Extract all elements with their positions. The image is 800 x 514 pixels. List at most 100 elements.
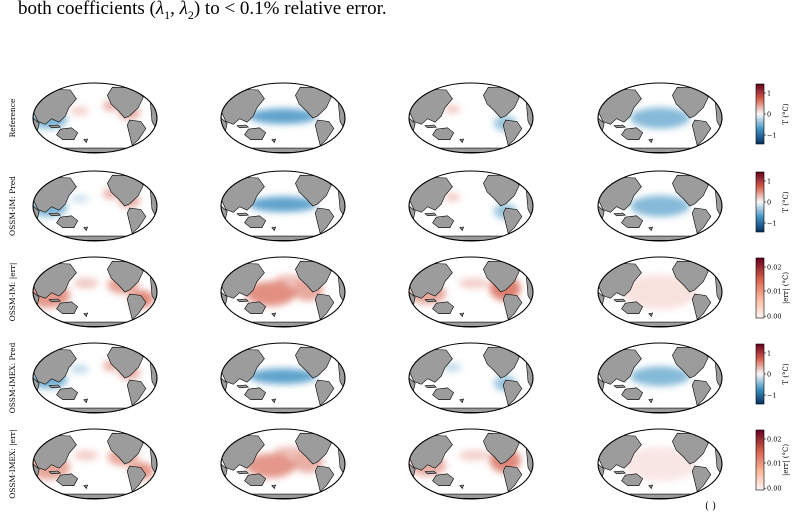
map-border xyxy=(32,428,158,500)
land-shape xyxy=(49,385,60,388)
colorbar-tick-label: 0.01 xyxy=(767,460,781,468)
field-blob xyxy=(70,106,89,116)
caption-lambda1: λ xyxy=(155,0,165,19)
caption-suffix: relative error. xyxy=(279,0,387,19)
land-shape xyxy=(272,313,276,317)
land-shape xyxy=(607,322,714,326)
caption-lambda2: λ xyxy=(179,0,188,19)
land-shape xyxy=(49,213,60,216)
land-shape xyxy=(425,471,436,474)
land-shape xyxy=(418,148,525,152)
land-shape xyxy=(127,466,146,491)
field-blob xyxy=(458,278,490,289)
land-shape xyxy=(127,380,146,405)
field-overlay xyxy=(622,446,698,482)
land-shape xyxy=(237,213,248,216)
field-blob xyxy=(622,274,698,310)
land-shape xyxy=(460,485,464,489)
land-shape xyxy=(692,120,711,145)
caption-sub2: 2 xyxy=(187,7,194,22)
map-border xyxy=(32,170,158,242)
land-shape xyxy=(418,322,525,326)
colorbar-label: T (°C) xyxy=(782,191,790,212)
colorbar-label: |err| (°C) xyxy=(782,272,790,304)
land-shape xyxy=(237,471,248,474)
map-border xyxy=(597,256,723,328)
land-shape xyxy=(315,120,334,145)
land-shape xyxy=(692,466,711,491)
land-shape xyxy=(49,125,60,128)
land-shape xyxy=(237,299,248,302)
field-blob xyxy=(73,450,99,461)
map-border xyxy=(220,256,346,328)
land-shape xyxy=(84,227,88,231)
colorbar-label: |err| (°C) xyxy=(782,444,790,476)
map-border xyxy=(220,82,346,154)
field-overlay xyxy=(622,274,698,310)
map-panel xyxy=(221,257,345,327)
caption-comma: , xyxy=(170,0,180,19)
colorbar-tick-label: 1 xyxy=(767,90,771,98)
field-blob xyxy=(70,365,89,374)
land-shape xyxy=(622,302,643,314)
field-blob xyxy=(248,196,318,212)
land-shape xyxy=(692,208,711,233)
field-overlay xyxy=(630,366,690,387)
field-blob xyxy=(70,194,89,204)
land-shape xyxy=(649,227,653,231)
land-shape xyxy=(42,236,149,240)
footer-fragment: ( ) xyxy=(705,501,716,512)
field-blob xyxy=(245,453,296,478)
land-shape xyxy=(418,494,525,498)
map-border xyxy=(408,342,534,414)
land-shape xyxy=(57,388,78,400)
land-shape xyxy=(460,227,464,231)
land-shape xyxy=(315,294,334,319)
row-label: OSSM-IM: |err| xyxy=(8,263,17,322)
caption-lt: < 0.1% xyxy=(224,0,280,19)
land-shape xyxy=(84,313,88,317)
land-shape xyxy=(503,120,522,145)
land-shape xyxy=(649,313,653,317)
field-blob xyxy=(444,105,460,114)
land-masses xyxy=(409,433,533,498)
map-border xyxy=(408,428,534,500)
land-shape xyxy=(460,313,464,317)
land-shape xyxy=(433,474,454,486)
land-shape xyxy=(607,494,714,498)
land-shape xyxy=(622,474,643,486)
row-label: OSSM-IMEX: Pred xyxy=(8,342,17,413)
map-panel xyxy=(33,343,157,413)
land-shape xyxy=(230,408,337,412)
colorbar-tick-label: 1 xyxy=(767,178,771,186)
land-shape xyxy=(42,408,149,412)
land-shape xyxy=(460,139,464,143)
colorbar-tick-label: 1 xyxy=(767,350,771,358)
land-shape xyxy=(614,299,625,302)
land-shape xyxy=(57,302,78,314)
land-shape xyxy=(607,408,714,412)
field-blob xyxy=(443,363,462,372)
field-overlay xyxy=(630,195,690,217)
map-border xyxy=(597,82,723,154)
land-shape xyxy=(433,128,454,140)
caption-mid: ) to xyxy=(193,0,225,19)
land-shape xyxy=(614,385,625,388)
map-border xyxy=(597,170,723,242)
land-shape xyxy=(503,294,522,319)
colorbar xyxy=(755,83,765,145)
land-shape xyxy=(230,148,337,152)
field-blob xyxy=(630,366,690,387)
colorbar-tick-label: 0.00 xyxy=(767,485,781,493)
land-shape xyxy=(433,388,454,400)
map-border xyxy=(408,82,534,154)
field-blob xyxy=(245,281,296,306)
map-panel xyxy=(33,83,157,153)
land-shape xyxy=(614,125,625,128)
land-shape xyxy=(622,128,643,140)
field-blob xyxy=(73,278,99,289)
field-blob xyxy=(630,107,690,129)
land-shape xyxy=(245,302,266,314)
colorbar-label: T (°C) xyxy=(782,103,790,124)
land-shape xyxy=(425,385,436,388)
